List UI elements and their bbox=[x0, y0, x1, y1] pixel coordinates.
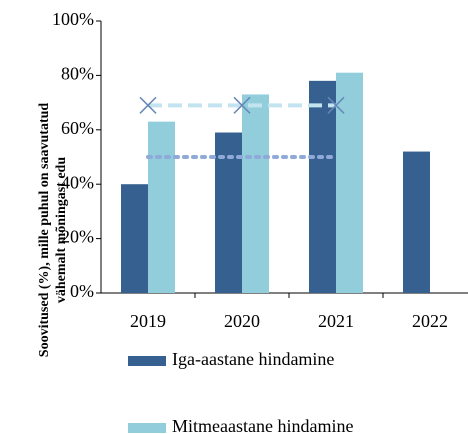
y-axis-title-line: vähemalt mõningast edu bbox=[54, 157, 69, 303]
x-tick-label: 2022 bbox=[412, 311, 448, 331]
x-tick-label: 2021 bbox=[318, 311, 354, 331]
bar bbox=[403, 151, 430, 293]
y-tick-label: 20% bbox=[61, 227, 94, 247]
y-tick-label: 80% bbox=[61, 64, 94, 84]
y-axis-title: Soovitused (%), mille puhul on saavutatu… bbox=[37, 103, 69, 358]
y-tick-label: 0% bbox=[70, 281, 94, 301]
y-tick-label: 100% bbox=[52, 9, 94, 29]
bar bbox=[336, 72, 363, 294]
y-tick-label: 40% bbox=[61, 172, 94, 192]
x-marker bbox=[233, 96, 251, 114]
x-tick-label: 2019 bbox=[130, 311, 166, 331]
bar bbox=[148, 121, 175, 293]
legend-label: Mitmeaastane hindamine bbox=[172, 416, 353, 434]
legend-label: Iga-aastane hindamine bbox=[172, 349, 334, 369]
x-marker bbox=[139, 96, 157, 114]
x-marker bbox=[327, 96, 345, 114]
bar bbox=[242, 94, 269, 293]
legend-swatch bbox=[128, 356, 166, 366]
x-tick-label: 2020 bbox=[224, 311, 260, 331]
bar bbox=[121, 184, 148, 293]
legend-swatch bbox=[128, 423, 166, 433]
y-axis-title-line: Soovitused (%), mille puhul on saavutatu… bbox=[37, 103, 52, 358]
bar bbox=[215, 132, 242, 293]
bar bbox=[309, 80, 336, 293]
y-tick-label: 60% bbox=[61, 118, 94, 138]
